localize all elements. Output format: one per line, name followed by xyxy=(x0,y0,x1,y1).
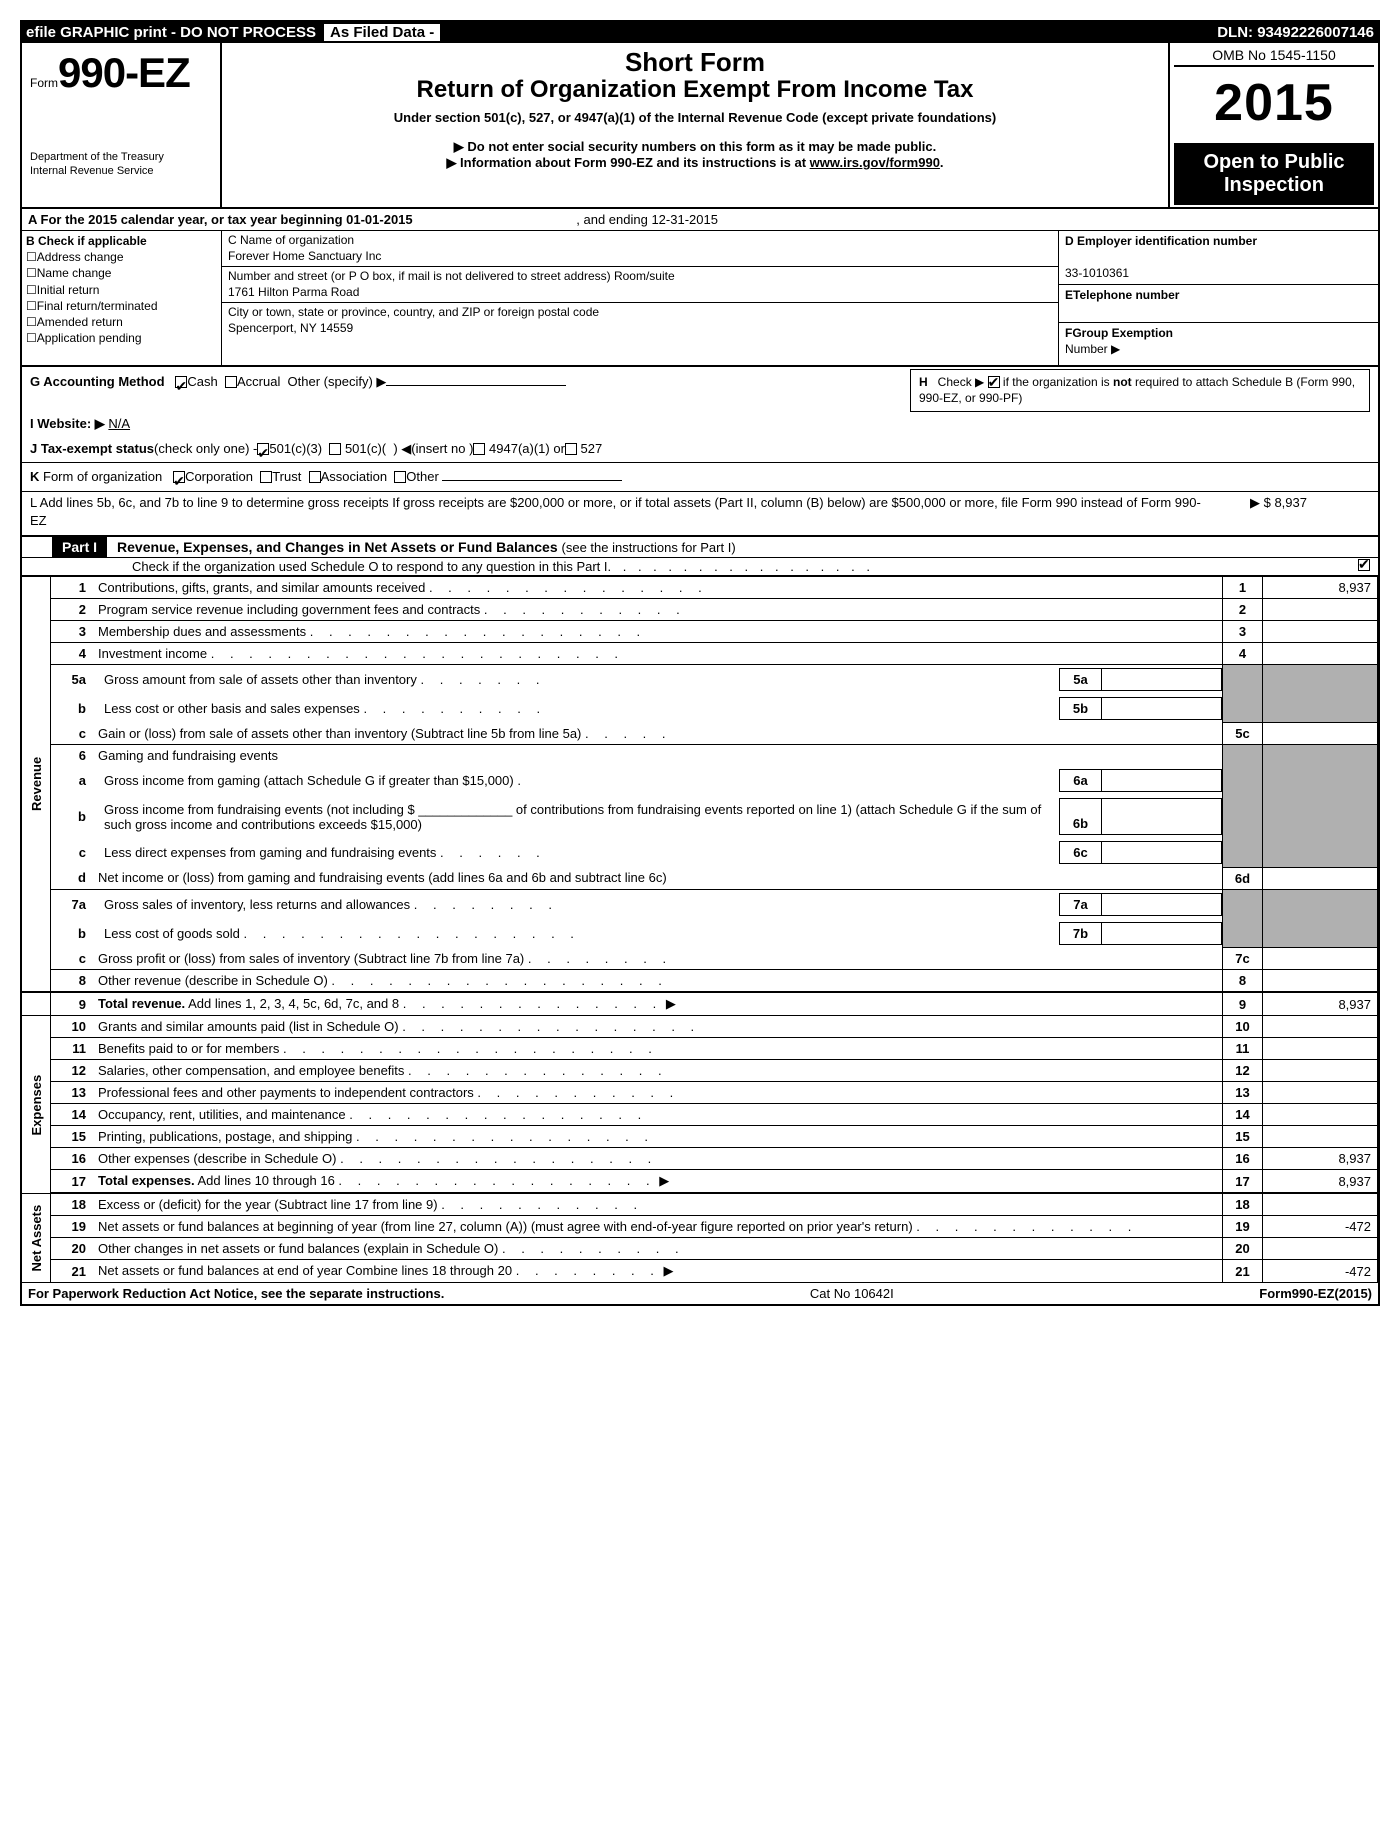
chk-pending[interactable]: ☐Application pending xyxy=(26,330,217,346)
expenses-label: Expenses xyxy=(22,1016,50,1194)
subtitle: Under section 501(c), 527, or 4947(a)(1)… xyxy=(232,110,1158,125)
ein-value: 33-1010361 xyxy=(1065,266,1129,280)
col-def: D Employer identification number 33-1010… xyxy=(1058,231,1378,365)
dln-label: DLN: 93492226007146 xyxy=(1217,24,1374,41)
chk-name[interactable]: ☐Name change xyxy=(26,265,217,281)
irs-link[interactable]: www.irs.gov/form990 xyxy=(810,155,940,170)
form-footer: Form990-EZ(2015) xyxy=(1259,1286,1372,1301)
dept-irs: Internal Revenue Service xyxy=(30,165,212,179)
header-mid: Short Form Return of Organization Exempt… xyxy=(222,43,1168,207)
row-k: K Form of organization Corporation Trust… xyxy=(22,462,1378,492)
tax-year: 2015 xyxy=(1174,67,1374,143)
line-19-value: -472 xyxy=(1263,1216,1378,1238)
col-b: B Check if applicable ☐Address change ☐N… xyxy=(22,231,222,365)
chk-amended[interactable]: ☐Amended return xyxy=(26,314,217,330)
header-left: Form990-EZ Department of the Treasury In… xyxy=(22,43,222,207)
notice-ssn: ▶ Do not enter social security numbers o… xyxy=(232,139,1158,155)
row-j: J Tax-exempt status(check only one) -501… xyxy=(30,437,1370,462)
line-16-value: 8,937 xyxy=(1263,1148,1378,1170)
part-badge: Part I xyxy=(52,537,107,557)
as-filed-label: As Filed Data - xyxy=(324,24,440,41)
schedule-o-checkbox[interactable] xyxy=(1358,559,1370,571)
form-page: efile GRAPHIC print - DO NOT PROCESS As … xyxy=(20,20,1380,1306)
form-number: 990-EZ xyxy=(58,49,190,96)
revenue-label: Revenue xyxy=(22,576,50,992)
short-form-title: Short Form xyxy=(232,47,1158,78)
footer: For Paperwork Reduction Act Notice, see … xyxy=(22,1283,1378,1304)
org-city: Spencerport, NY 14559 xyxy=(228,321,1052,337)
line-9-value: 8,937 xyxy=(1263,992,1378,1016)
org-name: Forever Home Sanctuary Inc xyxy=(228,249,1052,265)
part-1-header: Part I Revenue, Expenses, and Changes in… xyxy=(22,535,1378,558)
org-street: 1761 Hilton Parma Road xyxy=(228,285,1052,301)
row-bcdef: B Check if applicable ☐Address change ☐N… xyxy=(22,231,1378,367)
dept-treasury: Department of the Treasury xyxy=(30,151,212,165)
row-i: I Website: ▶ N/A xyxy=(30,412,1370,437)
part-1-table: Revenue 1Contributions, gifts, grants, a… xyxy=(22,576,1378,1284)
top-bar: efile GRAPHIC print - DO NOT PROCESS As … xyxy=(22,22,1378,43)
row-h: H Check ▶ if the organization is not req… xyxy=(910,369,1370,413)
line-21-value: -472 xyxy=(1263,1260,1378,1283)
chk-final[interactable]: ☐Final return/terminated xyxy=(26,298,217,314)
chk-address[interactable]: ☐Address change xyxy=(26,249,217,265)
check-schedule-o: Check if the organization used Schedule … xyxy=(22,558,1378,576)
net-assets-label: Net Assets xyxy=(22,1193,50,1283)
rows-g-to-l: G Accounting Method Cash Accrual Other (… xyxy=(22,367,1378,535)
cat-no: Cat No 10642I xyxy=(810,1286,894,1301)
gross-receipts-value: ▶ $ 8,937 xyxy=(1210,494,1370,530)
chk-initial[interactable]: ☐Initial return xyxy=(26,282,217,298)
line-1-value: 8,937 xyxy=(1263,576,1378,598)
open-public: Open to Public Inspection xyxy=(1174,143,1374,205)
paperwork-notice: For Paperwork Reduction Act Notice, see … xyxy=(28,1286,444,1301)
row-g: G Accounting Method Cash Accrual Other (… xyxy=(30,370,566,395)
form-prefix: Form xyxy=(30,76,58,90)
efile-label: efile GRAPHIC print - DO NOT PROCESS xyxy=(26,24,316,41)
line-17-value: 8,937 xyxy=(1263,1170,1378,1194)
section-a: A For the 2015 calendar year, or tax yea… xyxy=(22,209,1378,231)
omb-number: OMB No 1545-1150 xyxy=(1174,45,1374,67)
header-right: OMB No 1545-1150 2015 Open to Public Ins… xyxy=(1168,43,1378,207)
return-title: Return of Organization Exempt From Incom… xyxy=(232,76,1158,104)
notice-info: ▶ Information about Form 990-EZ and its … xyxy=(232,155,1158,171)
row-l: L Add lines 5b, 6c, and 7b to line 9 to … xyxy=(22,491,1378,532)
header: Form990-EZ Department of the Treasury In… xyxy=(22,43,1378,209)
col-c: C Name of organization Forever Home Sanc… xyxy=(222,231,1058,365)
